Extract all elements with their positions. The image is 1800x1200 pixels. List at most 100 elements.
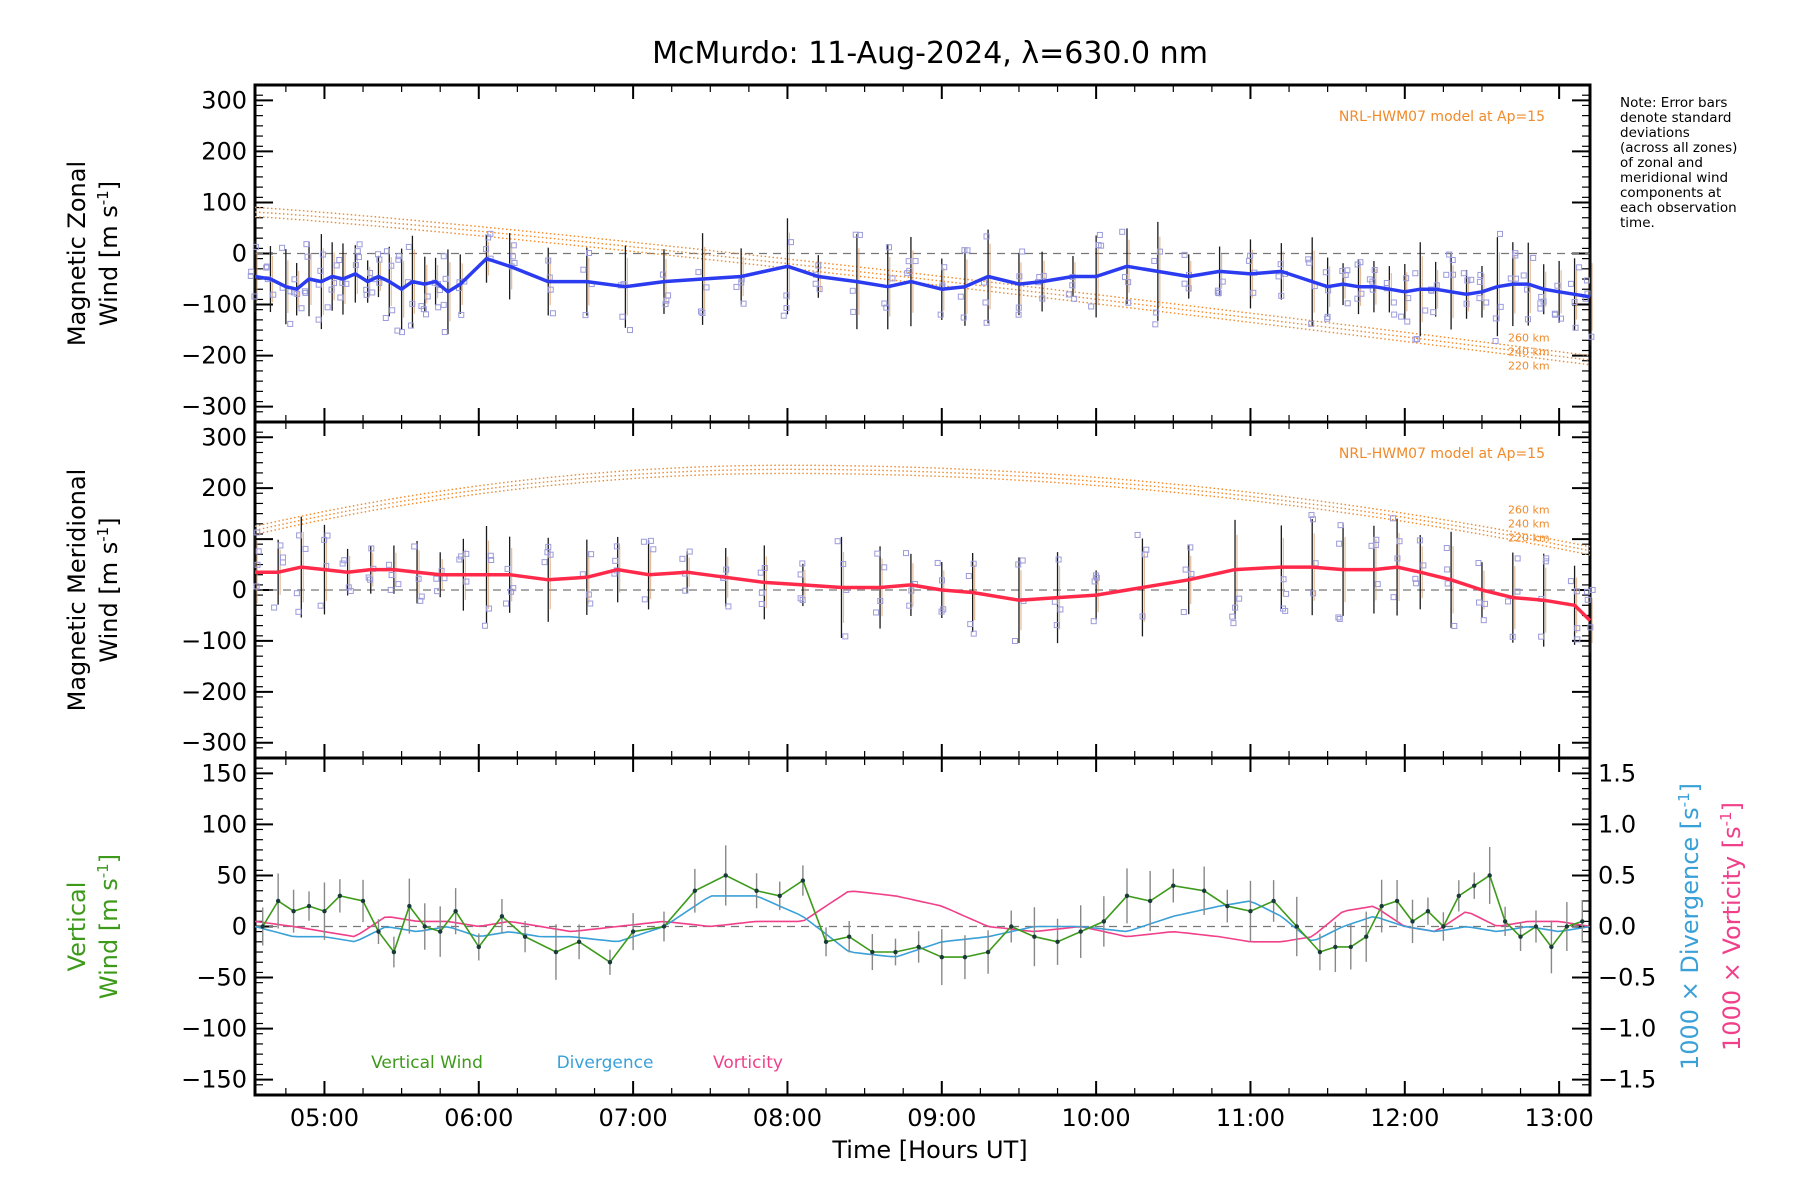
zonal-zone-marker: [270, 291, 277, 298]
vorticity-line: [254, 890, 1589, 943]
zonal-zone-marker: [1558, 315, 1565, 322]
zonal-zone-marker: [324, 304, 331, 311]
meridional-zone-marker: [1476, 599, 1483, 606]
zonal-zone-marker: [1125, 279, 1132, 286]
zonal-zone-marker: [1354, 295, 1361, 302]
zonal-zone-marker: [369, 289, 376, 296]
zonal-zone-marker: [698, 308, 705, 315]
zonal-zone-marker: [1422, 307, 1429, 314]
zonal-altitude-label: 240 km: [1508, 346, 1550, 359]
vertical-wind-point: [939, 954, 944, 960]
meridional-zone-marker: [1368, 542, 1375, 549]
meridional-zone-marker: [1051, 598, 1058, 605]
meridional-zone-marker: [411, 543, 418, 550]
zonal-zone-marker: [1537, 305, 1544, 312]
vertical-wind-point: [723, 873, 728, 878]
vertical-wind-point: [360, 898, 366, 904]
zonal-y-tick-label: 100: [201, 188, 247, 216]
vertical-wind-point: [522, 934, 528, 939]
meridional-zone-marker: [1280, 605, 1287, 612]
x-tick-label: 11:00: [1216, 1104, 1285, 1132]
zonal-zone-marker: [960, 314, 967, 321]
zonal-zone-marker: [264, 263, 271, 270]
meridional-zone-marker: [1505, 598, 1512, 605]
meridional-zone-marker: [1019, 557, 1026, 564]
vertical-wind-point: [1410, 919, 1415, 924]
vertical-wind-point: [260, 924, 265, 929]
meridional-model-curve: [254, 464, 1591, 548]
meridional-zone-marker: [757, 569, 764, 576]
zonal-zone-marker: [1524, 286, 1531, 293]
zonal-zone-marker: [1497, 230, 1504, 237]
meridional-zone-marker: [1230, 620, 1237, 627]
vertical-wind-point: [1487, 873, 1492, 878]
zonal-zone-marker: [458, 311, 465, 318]
zonal-zone-marker: [580, 266, 587, 273]
zonal-zone-marker: [740, 300, 747, 307]
zonal-zone-marker: [304, 253, 311, 260]
vertical-wind-point: [1171, 883, 1176, 888]
vertical-wind-point: [823, 939, 829, 945]
zonal-zone-marker: [1403, 275, 1410, 282]
vertical-wind-point: [1078, 929, 1083, 934]
zonal-zone-marker: [619, 313, 626, 320]
vertical-wind-point: [1055, 939, 1060, 945]
vertical-y-tick-label: 150: [201, 759, 247, 787]
meridional-zone-marker: [1443, 545, 1450, 552]
zonal-zone-marker: [1015, 304, 1022, 311]
meridional-zone-marker: [1444, 566, 1451, 573]
zonal-zone-marker: [1366, 276, 1373, 283]
meridional-zone-marker: [799, 560, 806, 567]
zonal-zone-marker: [319, 251, 326, 258]
meridional-zone-marker: [1232, 604, 1239, 611]
meridional-zone-marker: [541, 559, 548, 566]
zonal-zone-marker: [1019, 248, 1026, 255]
meridional-zone-marker: [1336, 615, 1343, 622]
meridional-zone-marker: [881, 564, 888, 571]
zonal-zone-marker: [659, 271, 666, 278]
meridional-zone-marker: [797, 571, 804, 578]
zonal-zone-marker: [695, 269, 702, 276]
zonal-zone-marker: [248, 268, 255, 275]
zonal-zone-marker: [1588, 333, 1595, 340]
zonal-zone-marker: [850, 308, 857, 315]
zonal-zone-marker: [1497, 303, 1504, 310]
vertical-wind-point: [407, 903, 412, 909]
zonal-zone-marker: [783, 304, 790, 311]
meridional-y-tick-label: −200: [181, 678, 247, 706]
vertical-wind-point: [453, 908, 458, 914]
zonal-zone-marker: [586, 249, 593, 256]
meridional-zone-marker: [613, 543, 620, 550]
meridional-zone-marker: [1420, 562, 1427, 569]
vertical-wind-point: [337, 893, 343, 899]
zonal-zone-marker: [1464, 277, 1471, 284]
meridional-zone-marker: [1373, 536, 1380, 543]
meridional-altitude-label: 240 km: [1508, 518, 1550, 531]
vertical-wind-point: [1394, 898, 1400, 904]
zonal-zone-marker: [1512, 250, 1519, 257]
zonal-zone-marker: [294, 290, 301, 297]
zonal-zone-marker: [582, 312, 589, 319]
meridional-zone-marker: [481, 622, 488, 629]
zonal-zone-marker: [957, 293, 964, 300]
zonal-zone-marker: [1554, 282, 1561, 289]
zonal-zone-marker: [424, 293, 431, 300]
meridional-zone-marker: [255, 548, 262, 555]
meridional-zone-marker: [1587, 624, 1594, 631]
meridional-zone-marker: [723, 566, 730, 573]
meridional-zone-marker: [1182, 566, 1189, 573]
meridional-zone-marker: [874, 550, 881, 557]
zonal-zone-marker: [383, 248, 390, 255]
meridional-zone-marker: [433, 575, 440, 582]
zonal-zone-marker: [1537, 300, 1544, 307]
vertical-wind-point: [1348, 944, 1353, 950]
meridional-zone-marker: [965, 572, 972, 579]
zonal-zone-marker: [1460, 270, 1467, 277]
meridional-zone-marker: [317, 602, 324, 609]
meridional-zone-marker: [1394, 555, 1401, 562]
vertical-y-tick-label: 100: [201, 810, 247, 838]
meridional-zone-marker: [279, 559, 286, 566]
zonal-zone-marker: [317, 267, 324, 274]
vertical-wind-point: [306, 903, 312, 909]
